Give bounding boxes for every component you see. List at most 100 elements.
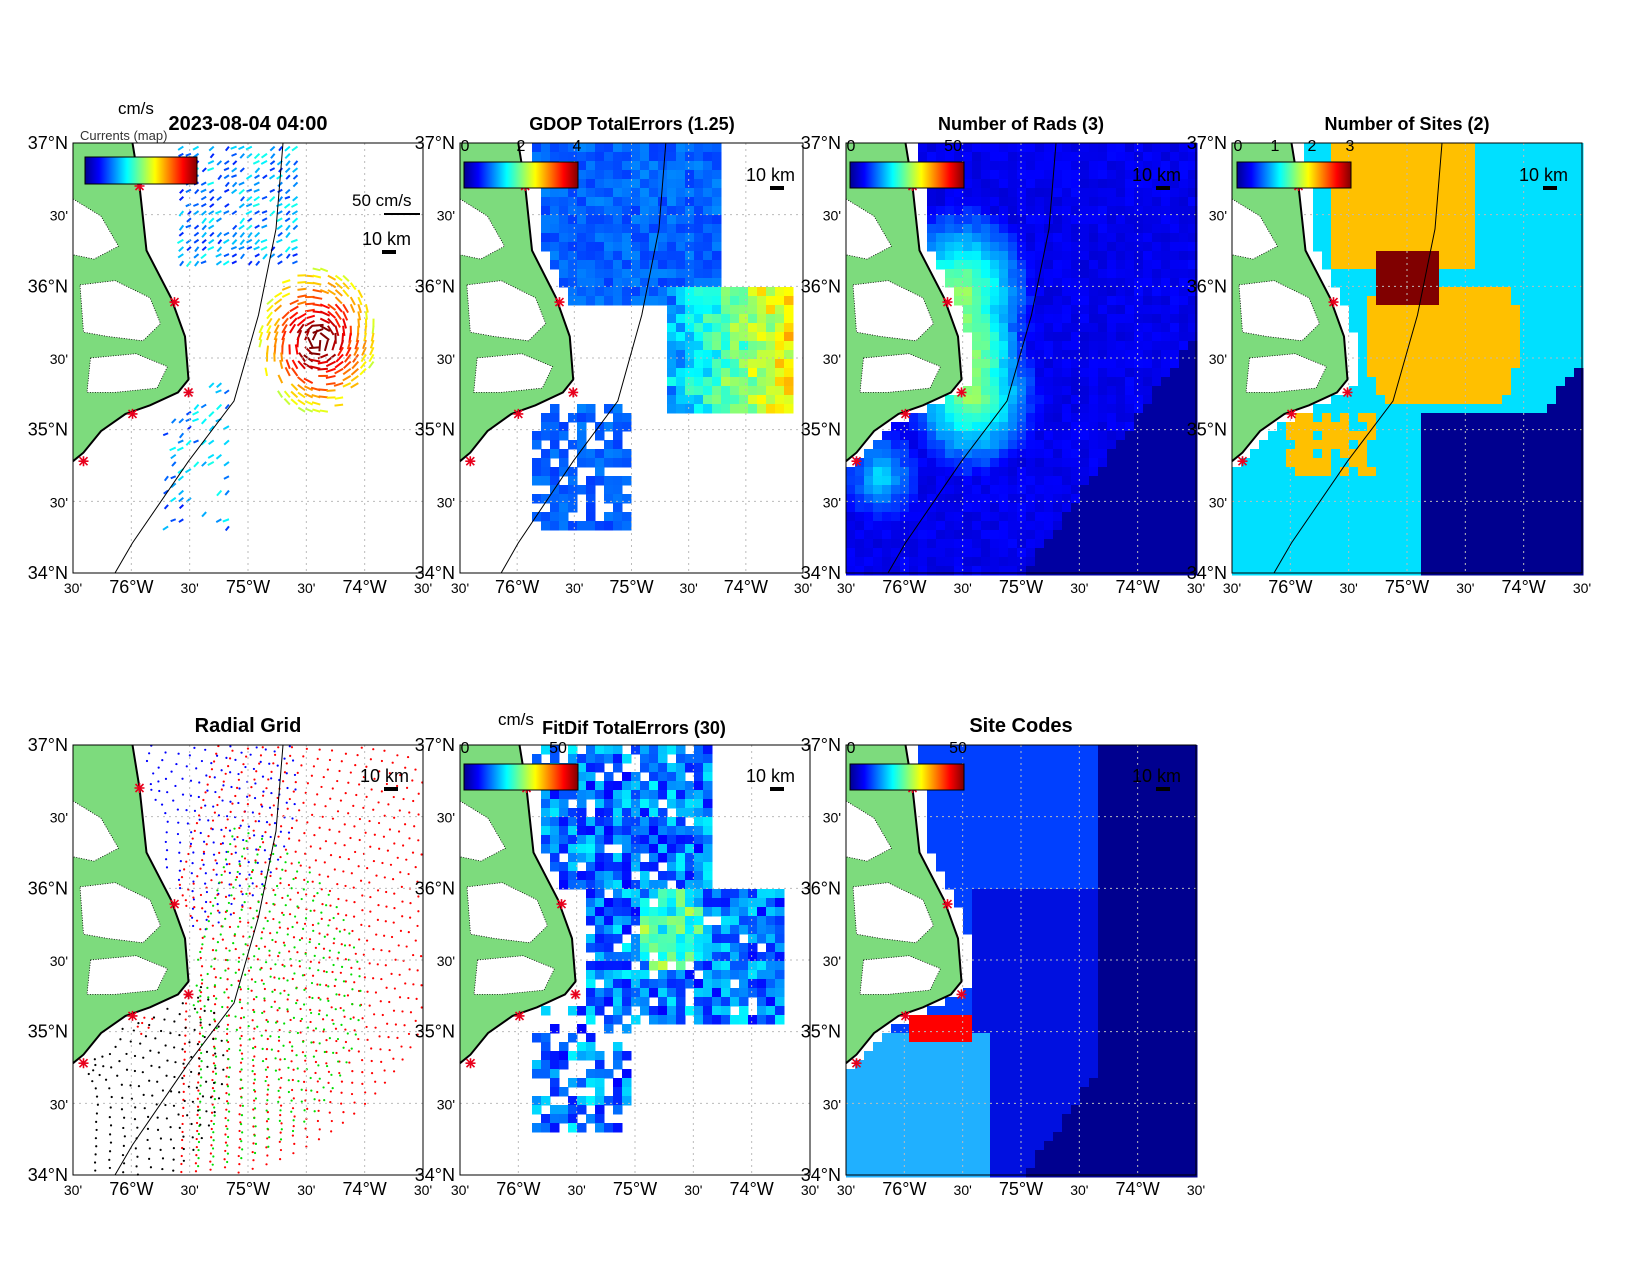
data-cell [1089, 206, 1099, 216]
radial-grid-point [251, 1019, 254, 1022]
data-cell [577, 206, 587, 216]
data-cell [703, 350, 713, 360]
data-cell [1152, 422, 1162, 432]
data-cell [882, 440, 892, 450]
data-cell [667, 395, 677, 405]
data-cell [1143, 458, 1153, 468]
data-cell [577, 152, 587, 162]
radial-grid-point [331, 970, 334, 974]
data-cell [963, 233, 973, 243]
data-cell [703, 179, 713, 189]
data-cell [1089, 467, 1099, 477]
radial-grid-point [265, 1075, 269, 1079]
data-cell [676, 350, 686, 360]
current-vector [294, 344, 299, 355]
radial-grid-point [236, 835, 239, 839]
current-vector [342, 318, 348, 329]
data-cell [1107, 413, 1117, 423]
data-cell [1313, 494, 1323, 504]
data-cell [1547, 467, 1557, 477]
data-cell [1574, 458, 1584, 468]
data-cell [1098, 332, 1108, 342]
current-vector [193, 403, 200, 411]
data-cell [1466, 467, 1476, 477]
data-cell [730, 314, 740, 324]
current-vector [276, 210, 283, 215]
current-vector [193, 210, 200, 216]
data-cell [954, 413, 964, 423]
radial-grid-point [250, 978, 254, 981]
current-vector [246, 188, 253, 193]
data-cell [1071, 323, 1081, 333]
radial-grid-point [321, 903, 324, 906]
data-cell [1080, 539, 1090, 549]
data-cell [1170, 377, 1180, 387]
data-cell [1367, 278, 1377, 288]
map-gdop [459, 142, 804, 574]
current-vector [285, 359, 291, 370]
data-cell [963, 179, 973, 189]
data-cell [1071, 557, 1081, 567]
data-cell [1107, 503, 1117, 513]
data-cell [972, 350, 982, 360]
data-cell [1107, 431, 1117, 441]
data-cell [1412, 431, 1422, 441]
data-cell [1511, 332, 1521, 342]
colorbar [463, 161, 579, 189]
data-cell [550, 143, 560, 153]
radial-grid-point [311, 974, 315, 977]
current-vector [325, 374, 336, 380]
data-cell [1017, 350, 1027, 360]
data-cell [1502, 323, 1512, 333]
data-cell [730, 386, 740, 396]
data-cell [1322, 548, 1332, 558]
data-cell [1071, 161, 1081, 171]
data-cell [694, 152, 704, 162]
current-vector [223, 461, 230, 467]
radial-grid-point [187, 888, 190, 891]
current-vector [304, 407, 314, 413]
data-cell [1008, 170, 1018, 180]
data-cell [963, 251, 973, 261]
radial-grid-point [314, 859, 317, 862]
data-cell [1556, 422, 1566, 432]
data-cell [954, 152, 964, 162]
data-cell [1026, 413, 1036, 423]
data-cell [1080, 215, 1090, 225]
data-cell [1062, 215, 1072, 225]
data-cell [631, 260, 641, 270]
data-cell [981, 269, 991, 279]
radial-grid-point [337, 897, 340, 901]
data-cell [1349, 215, 1359, 225]
data-cell [694, 296, 704, 306]
radial-grid-point [272, 889, 275, 892]
data-cell [1250, 467, 1260, 477]
current-vector [342, 282, 350, 290]
data-cell [981, 548, 991, 558]
radial-grid-point [185, 860, 188, 863]
data-cell [1421, 188, 1431, 198]
data-cell [658, 260, 668, 270]
site-marker [568, 387, 579, 398]
data-cell [550, 413, 560, 423]
data-cell [1466, 269, 1476, 279]
current-vector [270, 153, 276, 159]
data-cell [766, 305, 776, 315]
data-cell [1340, 431, 1350, 441]
data-cell [1403, 458, 1413, 468]
data-cell [1556, 548, 1566, 558]
data-cell [1538, 476, 1548, 486]
data-cell [972, 314, 982, 324]
data-cell [1035, 359, 1045, 369]
radial-grid-point [344, 958, 347, 961]
data-cell [936, 467, 946, 477]
data-cell [676, 215, 686, 225]
data-cell [703, 359, 713, 369]
data-cell [1017, 332, 1027, 342]
data-cell [703, 278, 713, 288]
data-cell [685, 188, 695, 198]
data-cell [945, 260, 955, 270]
radial-grid-point [303, 832, 306, 835]
radial-grid-point [346, 994, 350, 997]
